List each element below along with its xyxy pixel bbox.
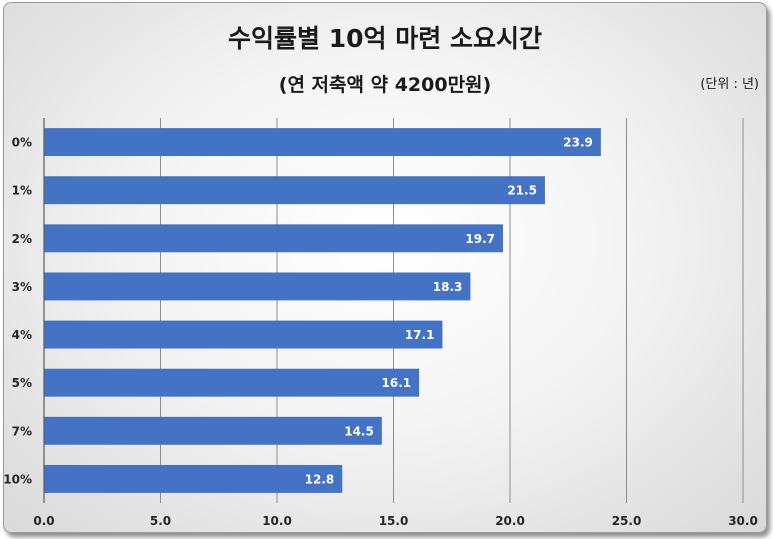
x-tick-label: 0.0	[33, 514, 54, 528]
bars	[44, 128, 601, 493]
bar	[44, 320, 443, 349]
category-label: 2%	[12, 232, 32, 246]
data-label: 18.3	[433, 280, 463, 294]
category-label: 0%	[12, 136, 32, 150]
bar	[44, 368, 420, 397]
labels: 0.0 5.0 10.0 15.0 20.0 25.0 30.0 23.9 0% 21.5 1% 19…	[4, 136, 758, 528]
bar	[44, 176, 545, 205]
bar	[44, 416, 382, 445]
category-label: 10%	[4, 472, 32, 486]
data-label: 14.5	[344, 424, 374, 438]
x-tick-label: 20.0	[495, 514, 525, 528]
bar	[44, 272, 471, 301]
data-label: 17.1	[405, 328, 435, 342]
x-tick-label: 10.0	[262, 514, 292, 528]
category-label: 3%	[12, 280, 32, 294]
category-label: 4%	[12, 328, 32, 342]
chart-title: 수익률별 10억 마련 소요시간	[228, 24, 542, 53]
x-tick-label: 15.0	[379, 514, 409, 528]
bar	[44, 224, 504, 253]
data-label: 12.8	[305, 472, 335, 486]
data-label: 23.9	[563, 136, 593, 150]
chart-canvas: 수익률별 10억 마련 소요시간 (연 저축액 약 4200만원) (단위 : …	[4, 24, 759, 528]
chart-frame: 수익률별 10억 마련 소요시간 (연 저축액 약 4200만원) (단위 : …	[3, 2, 767, 533]
bar	[44, 128, 601, 157]
x-tick-label: 30.0	[728, 514, 758, 528]
unit-note: (단위 : 년)	[700, 77, 759, 92]
category-label: 5%	[12, 376, 32, 390]
x-tick-label: 5.0	[150, 514, 171, 528]
category-label: 1%	[12, 184, 32, 198]
category-label: 7%	[12, 424, 32, 438]
data-label: 21.5	[507, 184, 537, 198]
gridlines	[160, 118, 744, 503]
x-tick-label: 25.0	[612, 514, 642, 528]
chart-subtitle: (연 저축액 약 4200만원)	[279, 74, 491, 96]
data-label: 16.1	[382, 376, 412, 390]
bar	[44, 464, 343, 493]
data-label: 19.7	[465, 232, 495, 246]
